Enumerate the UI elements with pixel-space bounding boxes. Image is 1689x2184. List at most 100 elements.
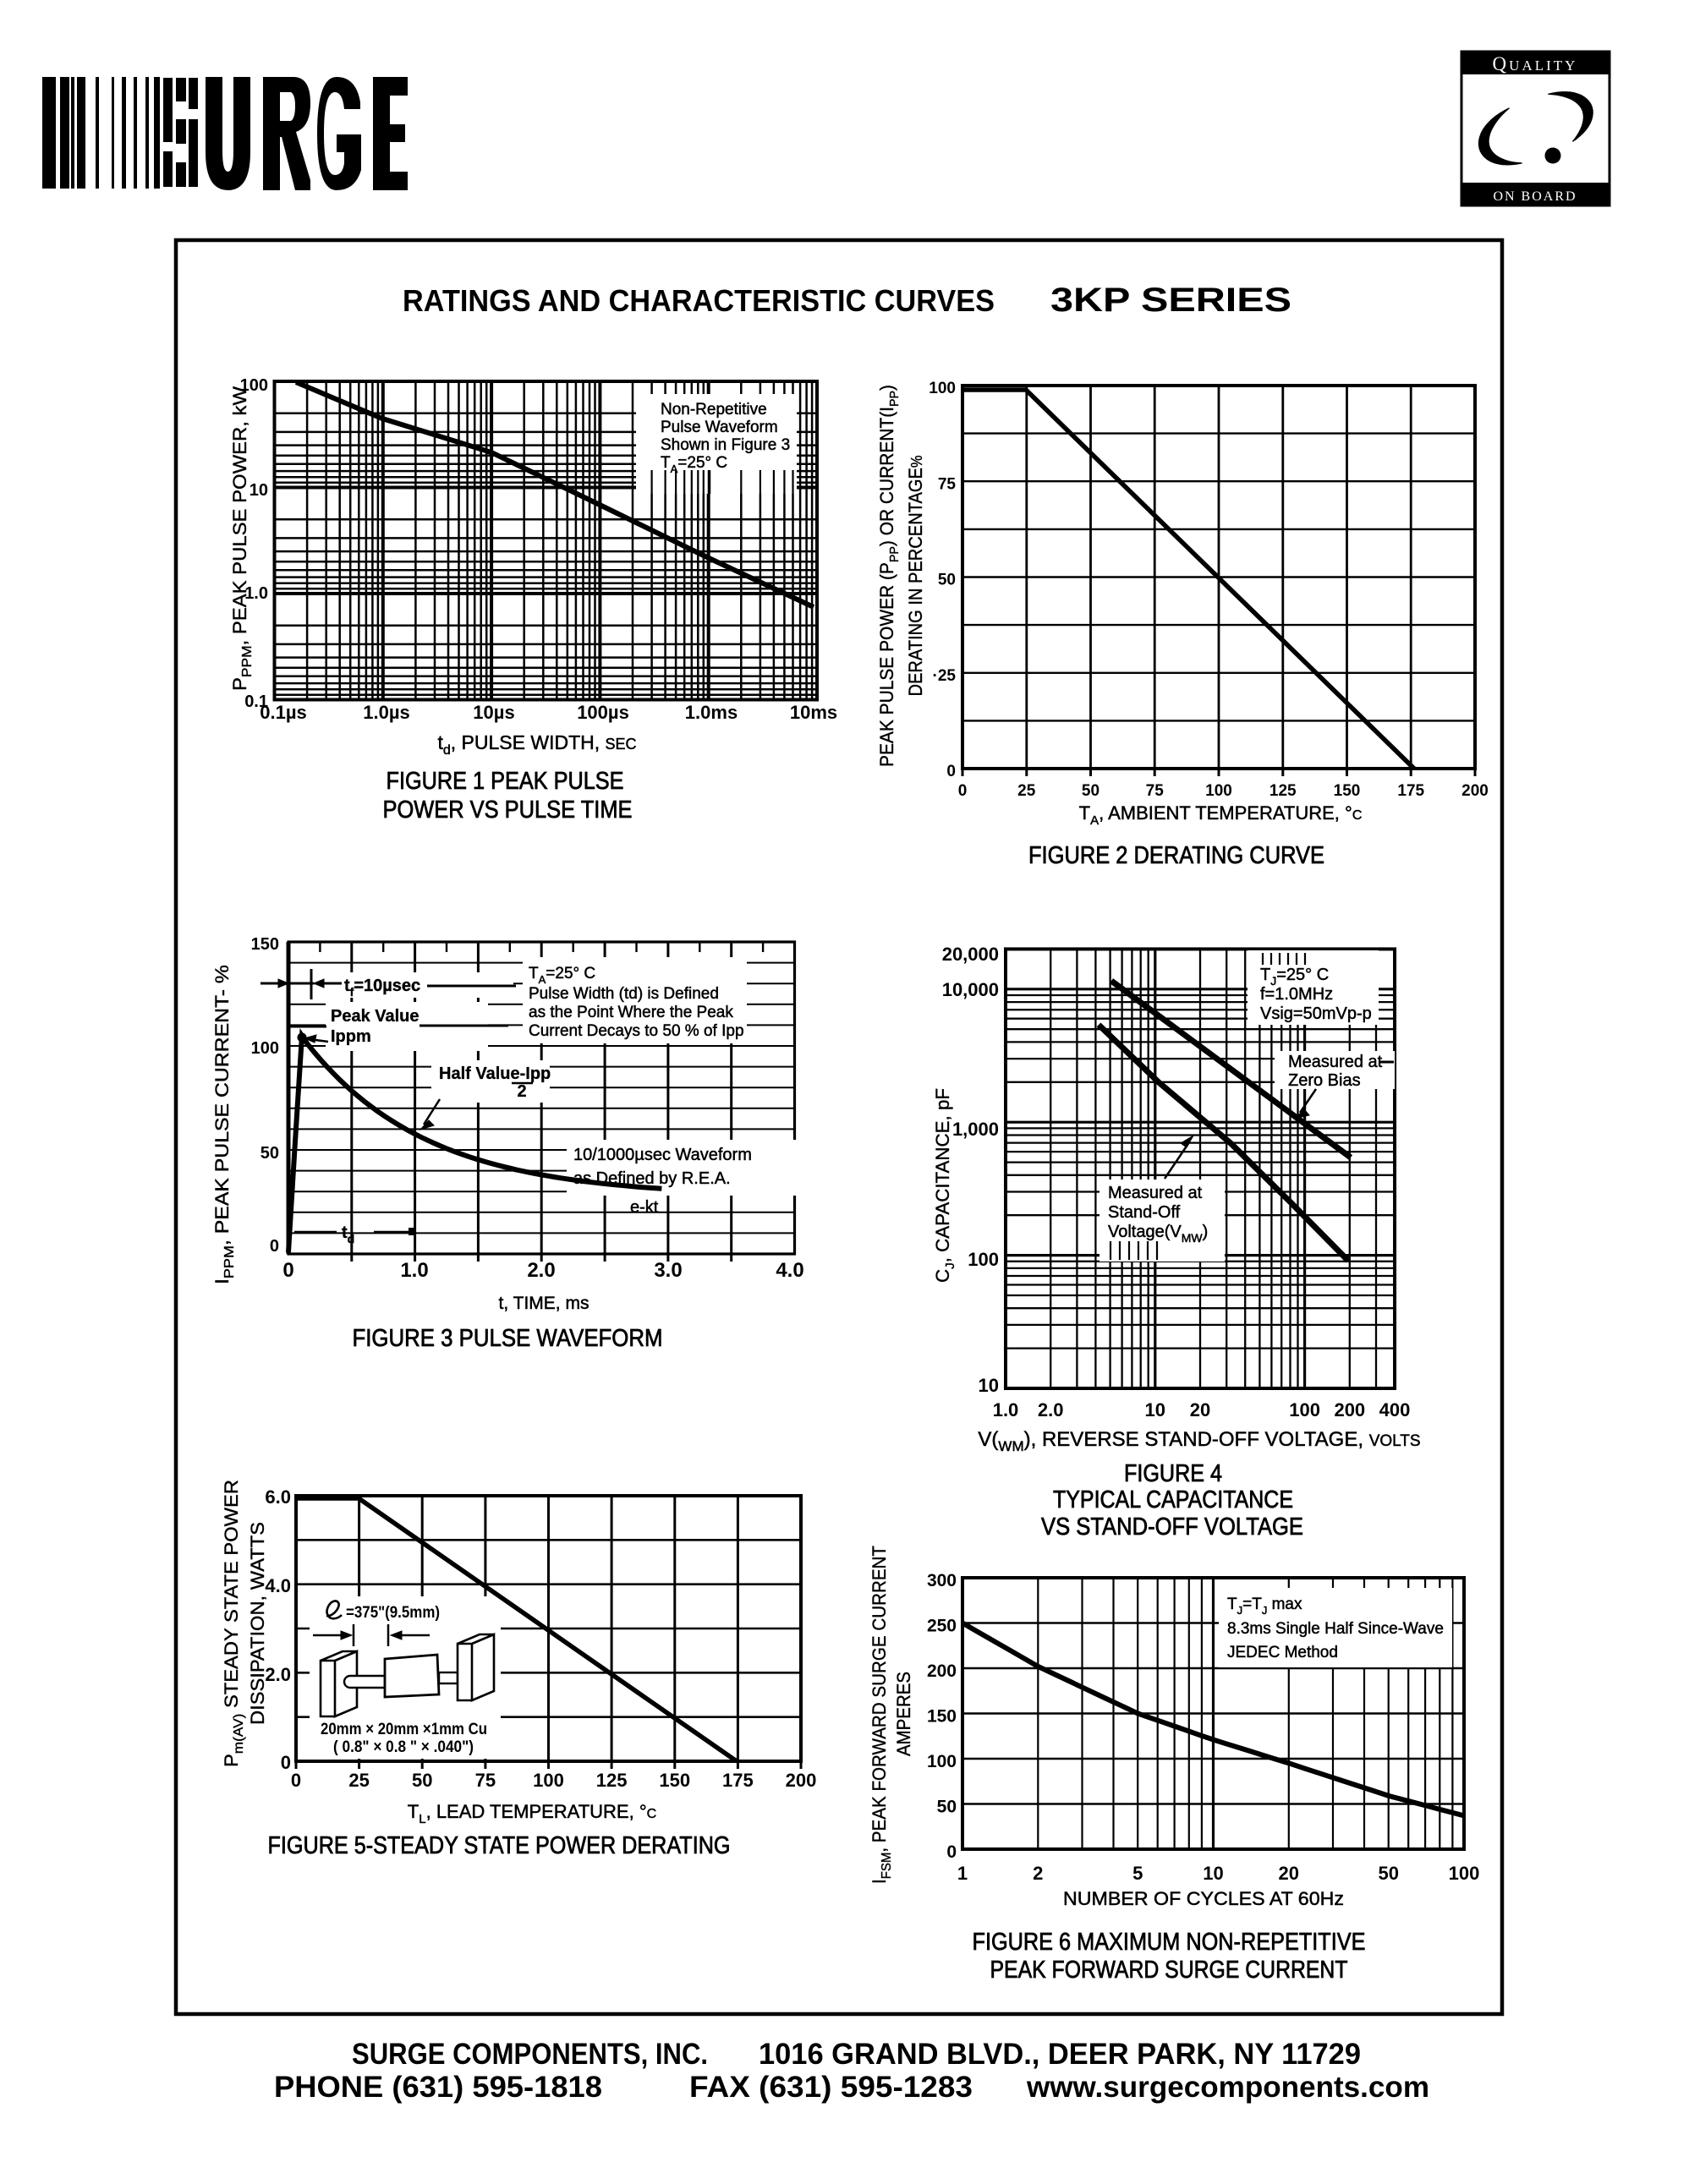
svg-text:3.0: 3.0 xyxy=(654,1259,682,1282)
svg-text:100: 100 xyxy=(251,1039,279,1058)
svg-text:4.0: 4.0 xyxy=(265,1575,291,1596)
svg-text:20mm × 20mm ×1mm Cu: 20mm × 20mm ×1mm Cu xyxy=(321,1721,487,1738)
svg-text:f=1.0MHz: f=1.0MHz xyxy=(1260,985,1333,1004)
svg-text:tf=10µsec: tf=10µsec xyxy=(344,977,420,999)
svg-text:QUALITY: QUALITY xyxy=(1493,53,1578,74)
svg-text:2.0: 2.0 xyxy=(265,1664,291,1685)
svg-text:POWER VS PULSE TIME: POWER VS PULSE TIME xyxy=(383,796,633,824)
svg-text:150: 150 xyxy=(1334,782,1361,800)
svg-text:6.0: 6.0 xyxy=(265,1486,291,1508)
svg-text:1016 GRAND BLVD., DEER PARK, N: 1016 GRAND BLVD., DEER PARK, NY 11729 xyxy=(759,2038,1361,2071)
svg-text:=375"(9.5mm): =375"(9.5mm) xyxy=(346,1604,440,1622)
svg-text:0: 0 xyxy=(946,763,956,780)
svg-text:FIGURE 4: FIGURE 4 xyxy=(1124,1460,1222,1487)
svg-text:200: 200 xyxy=(786,1770,817,1791)
svg-text:5: 5 xyxy=(1132,1863,1143,1884)
svg-text:IPPM, PEAK PULSE CURRENT- %: IPPM, PEAK PULSE CURRENT- % xyxy=(211,965,237,1284)
svg-text:2.0: 2.0 xyxy=(527,1259,555,1282)
svg-text:td, PULSE WIDTH, SEC: td, PULSE WIDTH, SEC xyxy=(437,731,636,758)
svg-text:TYPICAL CAPACITANCE: TYPICAL CAPACITANCE xyxy=(1053,1486,1293,1513)
svg-text:JEDEC Method: JEDEC Method xyxy=(1227,1644,1338,1661)
svg-text:www.surgecomponents.com: www.surgecomponents.com xyxy=(1026,2071,1429,2104)
svg-text:100: 100 xyxy=(1289,1399,1320,1420)
svg-text:Peak Value: Peak Value xyxy=(331,1007,420,1026)
svg-text:AMPERES: AMPERES xyxy=(893,1672,914,1756)
svg-text:100: 100 xyxy=(968,1249,999,1270)
svg-text:1.0: 1.0 xyxy=(244,584,268,603)
svg-text:Measured at: Measured at xyxy=(1108,1184,1203,1202)
svg-text:FIGURE 5-STEADY STATE POWER DE: FIGURE 5-STEADY STATE POWER DERATING xyxy=(268,1832,731,1859)
svg-text:75: 75 xyxy=(475,1770,496,1791)
svg-text:as the Point Where the Peak: as the Point Where the Peak xyxy=(529,1004,733,1021)
svg-text:CJ, CAPACITANCE, pF: CJ, CAPACITANCE, pF xyxy=(932,1088,957,1283)
svg-text:TJ=25° C: TJ=25° C xyxy=(1260,966,1329,988)
svg-text:50: 50 xyxy=(260,1144,279,1163)
svg-text:·25: ·25 xyxy=(933,667,957,685)
svg-text:20: 20 xyxy=(1190,1399,1210,1420)
svg-text:200: 200 xyxy=(927,1661,957,1681)
svg-text:Measured at: Measured at xyxy=(1288,1053,1383,1071)
svg-text:0: 0 xyxy=(946,1842,957,1862)
svg-text:100: 100 xyxy=(533,1770,564,1791)
svg-text:ON BOARD: ON BOARD xyxy=(1493,189,1577,204)
svg-text:Current Decays to 50 % of Ipp: Current Decays to 50 % of Ipp xyxy=(529,1022,744,1040)
svg-text:10/1000µsec Waveform: 10/1000µsec Waveform xyxy=(573,1146,752,1164)
svg-text:0: 0 xyxy=(270,1237,279,1256)
svg-text:125: 125 xyxy=(1269,782,1297,800)
svg-text:0: 0 xyxy=(958,782,968,800)
svg-text:50: 50 xyxy=(937,1798,957,1817)
svg-text:8.3ms Single Half Since-Wave: 8.3ms Single Half Since-Wave xyxy=(1227,1620,1444,1638)
svg-text:200: 200 xyxy=(1334,1399,1365,1420)
svg-text:0.1: 0.1 xyxy=(244,692,268,711)
svg-text:50: 50 xyxy=(938,572,956,589)
svg-text:RATINGS AND CHARACTERISTIC CUR: RATINGS AND CHARACTERISTIC CURVES xyxy=(403,283,995,318)
svg-text:Ippm: Ippm xyxy=(331,1027,371,1046)
svg-text:150: 150 xyxy=(251,935,279,954)
svg-text:0: 0 xyxy=(281,1752,291,1773)
svg-text:Stand-Off: Stand-Off xyxy=(1108,1203,1181,1222)
svg-text:10,000: 10,000 xyxy=(942,979,999,1000)
svg-text:( 0.8" × 0.8 " × .040"): ( 0.8" × 0.8 " × .040") xyxy=(333,1738,474,1756)
svg-text:50: 50 xyxy=(1082,782,1099,800)
svg-text:20,000: 20,000 xyxy=(942,944,999,965)
svg-text:1.0µs: 1.0µs xyxy=(363,702,410,723)
svg-text:100: 100 xyxy=(240,376,268,395)
svg-text:PPPM, PEAK PULSE POWER, kW: PPPM, PEAK PULSE POWER, kW xyxy=(229,386,255,691)
svg-text:10: 10 xyxy=(979,1375,999,1396)
svg-text:FIGURE 1 PEAK PULSE: FIGURE 1 PEAK PULSE xyxy=(387,768,624,795)
svg-text:V(WM), REVERSE STAND-OFF VOL: V(WM), REVERSE STAND-OFF VOLTAGE, VOLTS xyxy=(978,1428,1420,1454)
svg-text:10ms: 10ms xyxy=(790,702,837,723)
svg-text:1.0: 1.0 xyxy=(400,1259,428,1282)
svg-text:0: 0 xyxy=(291,1770,301,1791)
svg-text:2: 2 xyxy=(1033,1863,1043,1884)
svg-text:FAX (631) 595-1283: FAX (631) 595-1283 xyxy=(689,2071,973,2104)
svg-text:3KP SERIES: 3KP SERIES xyxy=(1050,282,1291,319)
svg-text:50: 50 xyxy=(412,1770,432,1791)
svg-text:FIGURE 6 MAXIMUM NON-REPETITI: FIGURE 6 MAXIMUM NON-REPETITIVE xyxy=(973,1929,1366,1956)
svg-text:175: 175 xyxy=(1397,782,1424,800)
svg-text:2: 2 xyxy=(517,1082,526,1101)
svg-text:150: 150 xyxy=(659,1770,690,1791)
svg-text:as Defined by R.E.A.: as Defined by R.E.A. xyxy=(573,1169,731,1188)
svg-text:20: 20 xyxy=(1279,1863,1299,1884)
svg-text:PHONE (631) 595-1818: PHONE (631) 595-1818 xyxy=(274,2071,602,2104)
svg-text:75: 75 xyxy=(938,475,957,493)
svg-text:2.0: 2.0 xyxy=(1038,1399,1064,1420)
svg-text:400: 400 xyxy=(1379,1399,1411,1420)
svg-text:DISSIPATION, WATTS: DISSIPATION, WATTS xyxy=(247,1522,268,1725)
svg-text:Half Value-Ipp: Half Value-Ipp xyxy=(439,1065,551,1083)
svg-text:Zero Bias: Zero Bias xyxy=(1288,1071,1361,1090)
svg-text:Voltage(VMW): Voltage(VMW) xyxy=(1108,1223,1208,1245)
svg-text:175: 175 xyxy=(722,1770,754,1791)
svg-text:10: 10 xyxy=(1203,1863,1223,1884)
svg-text:IFSM, PEAK FORWARD SURGE CU: IFSM, PEAK FORWARD SURGE CURRENT xyxy=(869,1546,894,1884)
svg-text:0.1µs: 0.1µs xyxy=(260,702,307,723)
svg-text:75: 75 xyxy=(1146,782,1165,800)
svg-text:NUMBER OF CYCLES AT 60Hz: NUMBER OF CYCLES AT 60Hz xyxy=(1063,1888,1344,1909)
svg-text:10: 10 xyxy=(250,481,268,500)
svg-text:150: 150 xyxy=(927,1707,957,1727)
svg-text:t, TIME, ms: t, TIME, ms xyxy=(499,1294,590,1313)
svg-text:SURGE COMPONENTS, INC.: SURGE COMPONENTS, INC. xyxy=(352,2038,708,2071)
svg-text:PEAK PULSE POWER (PPP) OR CURR: PEAK PULSE POWER (PPP) OR CURRENT(IPP) xyxy=(876,385,902,767)
svg-text:VS STAND-OFF VOLTAGE: VS STAND-OFF VOLTAGE xyxy=(1041,1513,1303,1541)
